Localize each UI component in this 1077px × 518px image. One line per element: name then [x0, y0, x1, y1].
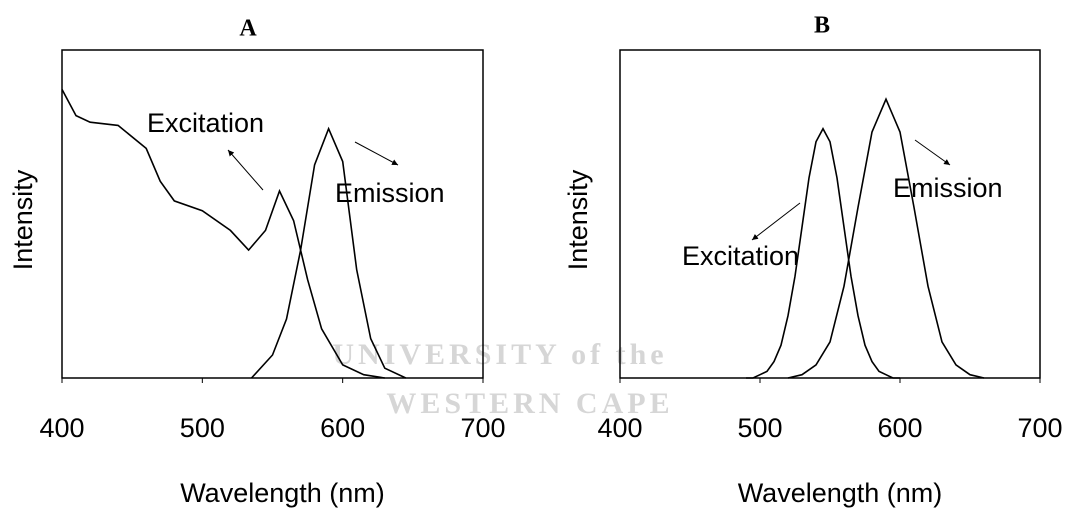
x-tick-label: 600 [877, 413, 922, 443]
annotation-arrow [228, 150, 263, 190]
x-axis-label: Wavelength (nm) [738, 478, 943, 508]
y-axis-label: Intensity [563, 169, 593, 270]
y-axis-label: Intensity [8, 169, 38, 270]
panel-title: A [239, 16, 257, 42]
figure: UNIVERSITY of the WESTERN CAPE AIntensit… [0, 0, 1077, 518]
watermark: UNIVERSITY of the [332, 338, 667, 371]
series-label: Emission [335, 178, 445, 208]
x-tick-label: 400 [39, 413, 84, 443]
series-label: Excitation [147, 108, 264, 138]
x-axis-label: Wavelength (nm) [180, 478, 385, 508]
panel-title: B [814, 13, 830, 39]
plot-frame [620, 50, 1040, 378]
series-line [788, 99, 984, 378]
plot-frame [62, 50, 483, 378]
x-tick-label: 700 [1017, 413, 1062, 443]
x-tick-label: 600 [320, 413, 365, 443]
annotation-arrow [355, 142, 398, 165]
annotation-arrow [752, 203, 800, 240]
annotation-arrow [915, 140, 950, 165]
series-label: Excitation [682, 241, 799, 271]
x-tick-label: 400 [597, 413, 642, 443]
x-tick-label: 700 [460, 413, 505, 443]
series-label: Emission [893, 173, 1003, 203]
x-tick-label: 500 [180, 413, 225, 443]
x-tick-label: 500 [737, 413, 782, 443]
